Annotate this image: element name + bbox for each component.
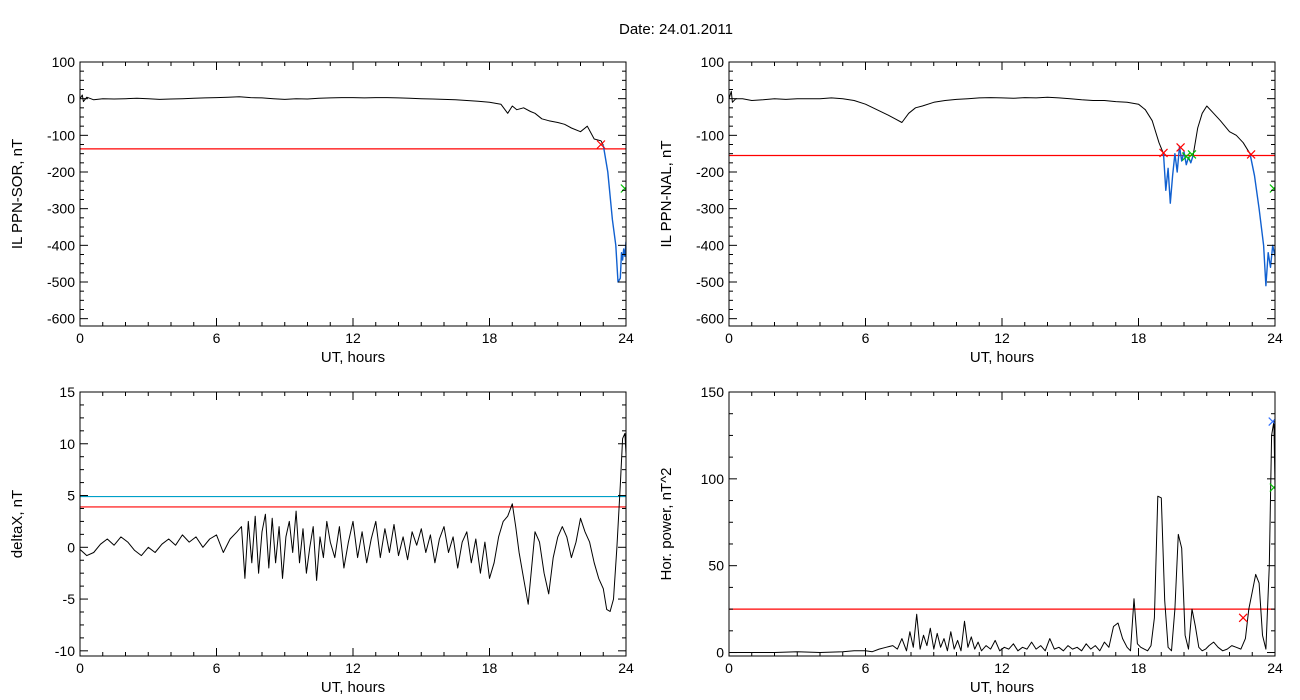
- sor-ytick-label-3: -200: [47, 164, 75, 180]
- sor-ytick-label-7: -600: [47, 311, 75, 327]
- nal-series-2: [1192, 105, 1251, 156]
- nal-plot-frame: [728, 61, 1276, 327]
- panel-horpower: 0 6 12 18 24 150 100 50 0 UT, hours Hor. power, nT…: [658, 384, 1283, 696]
- deltax-ytick-label-4: -5: [63, 591, 76, 607]
- nal-xtick-label-2: 12: [994, 330, 1010, 346]
- horpower-ytick-label-3: 0: [716, 645, 724, 661]
- nal-x-axis-label: UT, hours: [970, 349, 1034, 366]
- horpower-xtick-label-3: 18: [1131, 660, 1147, 676]
- deltax-ytick-label-3: 0: [67, 539, 75, 555]
- nal-ytick-label-5: -400: [696, 237, 724, 253]
- sor-xtick-label-0: 0: [76, 330, 84, 346]
- horpower-xtick-label-4: 24: [1267, 660, 1283, 676]
- nal-xtick-label-0: 0: [725, 330, 733, 346]
- nal-ytick-label-2: -100: [696, 127, 724, 143]
- nal-ytick-label-4: -300: [696, 201, 724, 217]
- sor-xtick-label-1: 6: [213, 330, 221, 346]
- sor-series-0: [80, 94, 604, 146]
- sor-x-axis-label: UT, hours: [321, 349, 385, 366]
- deltax-ytick-label-2: 5: [67, 488, 75, 504]
- sor-ytick-label-5: -400: [47, 237, 75, 253]
- sor-marker-0: [596, 140, 606, 149]
- deltax-xtick-label-2: 12: [345, 660, 361, 676]
- deltax-x-axis-label: UT, hours: [321, 679, 385, 696]
- chart-panels: 0 6 12 18 241000-100-200-300-400-500-600UT, …: [9, 54, 1283, 696]
- sor-y-axis-label: IL PPN-SOR, nT: [9, 139, 26, 249]
- nal-marker-2: [1181, 152, 1191, 162]
- nal-marker-4: [1246, 149, 1256, 159]
- deltax-xtick-label-1: 6: [213, 660, 221, 676]
- horpower-xtick-label-2: 12: [994, 660, 1010, 676]
- nal-series-3: [1249, 153, 1275, 287]
- nal-series-0: [729, 90, 1164, 154]
- deltax-ytick-label-0: 15: [59, 384, 75, 400]
- deltax-xtick-label-4: 24: [618, 660, 634, 676]
- horpower-y-axis-label: Hor. power, nT^2: [658, 468, 675, 581]
- panel-deltax: 0 6 12 18 24 15 10 5 0 -5 -10 UT, hours deltaX, nT: [9, 384, 634, 696]
- deltax-series-0: [80, 432, 626, 612]
- horpower-ytick-label-1: 100: [701, 471, 725, 487]
- horpower-xtick-label-1: 6: [862, 660, 870, 676]
- nal-ytick-label-1: 0: [716, 91, 724, 107]
- horpower-x-axis-label: UT, hours: [970, 679, 1034, 696]
- deltax-xtick-label-0: 0: [76, 660, 84, 676]
- deltax-ytick-label-5: -10: [55, 643, 75, 659]
- deltax-y-axis-label: deltaX, nT: [9, 490, 26, 558]
- horpower-xtick-label-0: 0: [725, 660, 733, 676]
- horpower-series-0: [729, 421, 1275, 653]
- nal-marker-0: [1159, 148, 1168, 158]
- nal-marker-3: [1187, 149, 1197, 159]
- nal-ytick-label-7: -600: [696, 311, 724, 327]
- sor-ytick-label-0: 100: [52, 54, 76, 70]
- panel-sor: 0 6 12 18 24 100 0 -100 -200 -300 -400 -500 -600 UT, …: [9, 54, 634, 366]
- sor-ytick-label-1: 0: [67, 91, 75, 107]
- nal-xtick-label-1: 6: [862, 330, 870, 346]
- deltax-xtick-label-3: 18: [482, 660, 498, 676]
- nal-ytick-label-3: -200: [696, 164, 724, 180]
- sor-ytick-label-6: -500: [47, 274, 75, 290]
- sor-xtick-label-2: 12: [345, 330, 361, 346]
- deltax-ytick-label-1: 10: [59, 436, 75, 452]
- nal-xtick-label-3: 18: [1131, 330, 1147, 346]
- nal-y-axis-label: IL PPN-NAL, nT: [658, 141, 675, 248]
- nal-marker-5: [1269, 184, 1275, 193]
- figure-title: Date: 24.01.2011: [619, 21, 733, 38]
- sor-xtick-label-3: 18: [482, 330, 498, 346]
- horpower-ytick-label-0: 150: [701, 384, 725, 400]
- nal-marker-1: [1176, 143, 1186, 152]
- sor-series-1: [602, 145, 626, 283]
- sor-ytick-label-2: -100: [47, 127, 75, 143]
- horpower-ytick-label-2: 50: [708, 558, 724, 574]
- nal-xtick-label-4: 24: [1267, 330, 1283, 346]
- sor-ytick-label-4: -300: [47, 201, 75, 217]
- horpower-marker-1: [1268, 417, 1275, 426]
- horpower-marker-2: [1269, 483, 1275, 492]
- panel-nal: 0 6 12 18 24 100 0 -100 -200 -300 -400 -500 -600 UT, …: [658, 54, 1283, 366]
- sor-plot-frame: [79, 61, 627, 327]
- nal-ytick-label-6: -500: [696, 274, 724, 290]
- sor-marker-1: [620, 184, 626, 193]
- horpower-marker-0: [1238, 613, 1248, 623]
- nal-ytick-label-0: 100: [701, 54, 725, 70]
- sor-xtick-label-4: 24: [618, 330, 634, 346]
